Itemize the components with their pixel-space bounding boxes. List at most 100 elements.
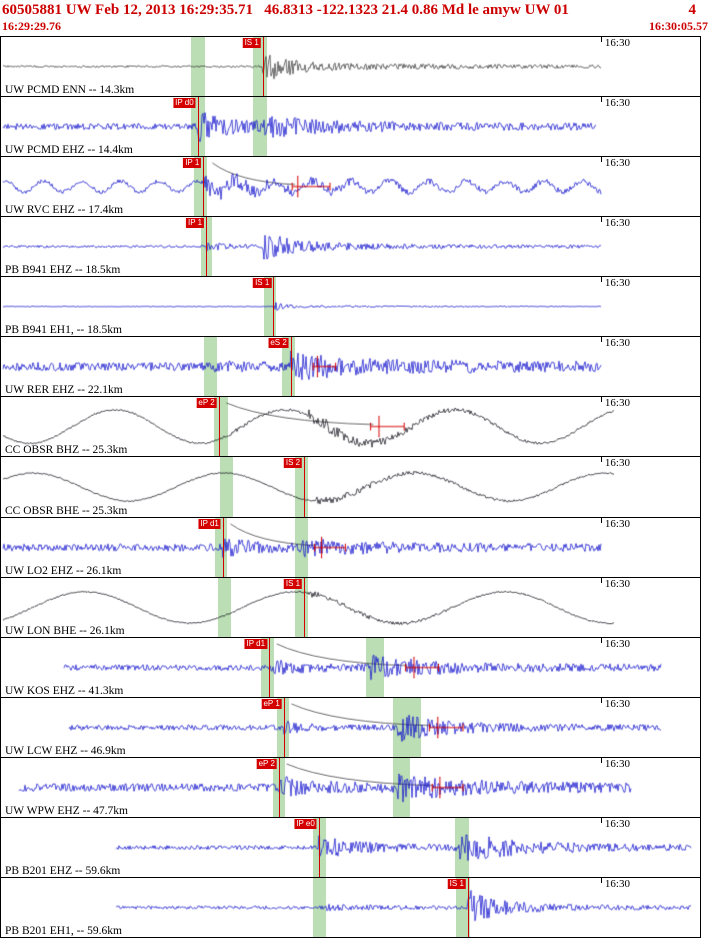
waveform-canvas[interactable] xyxy=(1,277,700,337)
waveform-canvas[interactable] xyxy=(1,457,700,517)
trace-panel: 16:30 eS 2 UW RER EHZ -- 22.1km xyxy=(1,336,700,397)
station-label: PB B201 EH1, -- 59.6km xyxy=(5,924,122,937)
trace-panel: 16:30 eP 2 CC OBSR BHZ -- 25.3km xyxy=(1,396,700,457)
trace-panel: 16:30 IS 1 PB B941 EH1, -- 18.5km xyxy=(1,276,700,337)
trace-panel: 16:30 eP 1 UW LCW EHZ -- 46.9km xyxy=(1,696,700,757)
window-start-time: 16:29:29.76 xyxy=(2,19,61,33)
minute-label: 16:30 xyxy=(604,517,630,530)
pick-label[interactable]: IS 1 xyxy=(242,38,261,48)
waveform-canvas[interactable] xyxy=(1,37,700,97)
pick-marker-line[interactable] xyxy=(206,217,208,277)
minute-label: 16:30 xyxy=(604,457,630,470)
pick-label[interactable]: IP e0 xyxy=(294,818,317,829)
minute-tick-mark xyxy=(600,277,602,283)
station-label: UW LCW EHZ -- 46.9km xyxy=(5,744,126,757)
station-label: PB B941 EH1, -- 18.5km xyxy=(5,324,122,337)
minute-tick-mark xyxy=(600,517,602,523)
minute-label: 16:30 xyxy=(604,697,630,710)
minute-label: 16:30 xyxy=(604,397,630,410)
minute-label: 16:30 xyxy=(604,877,630,890)
waveform-canvas[interactable] xyxy=(1,637,700,697)
waveform-canvas[interactable] xyxy=(1,97,700,157)
pick-label[interactable]: IS 1 xyxy=(283,578,303,589)
pick-marker-line[interactable] xyxy=(273,277,275,337)
pick-label[interactable]: IP d1 xyxy=(244,638,268,649)
station-label: UW RVC EHZ -- 17.4km xyxy=(5,204,124,217)
minute-tick-mark xyxy=(600,817,602,823)
waveform-canvas[interactable] xyxy=(1,697,700,757)
pick-marker-line[interactable] xyxy=(318,817,320,877)
station-label: UW LON BHE -- 26.1km xyxy=(5,624,125,637)
waveform-canvas[interactable] xyxy=(1,817,700,877)
pick-label[interactable]: eS 2 xyxy=(268,338,289,349)
pick-label[interactable]: IS 1 xyxy=(447,878,466,889)
minute-tick-mark xyxy=(600,457,602,463)
trace-panel: 16:30 IP d1 UW KOS EHZ -- 41.3km xyxy=(1,636,700,697)
page-indicator: 4 xyxy=(688,2,697,18)
pick-label[interactable]: eP 2 xyxy=(256,758,277,769)
station-label: UW RER EHZ -- 22.1km xyxy=(5,384,123,397)
minute-label: 16:30 xyxy=(604,577,630,590)
waveform-canvas[interactable] xyxy=(1,157,700,217)
title-row: 60505881 UW Feb 12, 2013 16:29:35.71 46.… xyxy=(0,0,710,19)
trace-panel: 16:30 IP d1 UW LO2 EHZ -- 26.1km xyxy=(1,516,700,577)
minute-tick-mark xyxy=(600,577,602,583)
waveform-canvas[interactable] xyxy=(1,517,700,577)
trace-panel: 16:30 IS 1 UW PCMD ENN -- 14.3km xyxy=(1,36,700,97)
pick-marker-line[interactable] xyxy=(197,97,199,157)
pick-marker-line[interactable] xyxy=(304,577,306,637)
minute-label: 16:30 xyxy=(604,97,630,110)
pick-marker-line[interactable] xyxy=(283,697,285,757)
waveform-canvas[interactable] xyxy=(1,217,700,277)
station-label: UW LO2 EHZ -- 26.1km xyxy=(5,564,122,577)
minute-tick-mark xyxy=(600,877,602,883)
pick-label[interactable]: IS 2 xyxy=(283,458,303,469)
trace-panel: 16:30 IS 1 PB B201 EH1, -- 59.6km xyxy=(1,876,700,937)
pick-marker-line[interactable] xyxy=(262,37,264,97)
waveform-canvas[interactable] xyxy=(1,577,700,637)
trace-panel: 16:30 IP d0 UW PCMD EHZ -- 14.4km xyxy=(1,96,700,157)
trace-panel: 16:30 eP 2 UW WPW EHZ -- 47.7km xyxy=(1,756,700,817)
minute-tick-mark xyxy=(600,157,602,163)
minute-label: 16:30 xyxy=(604,817,630,830)
header: 60505881 UW Feb 12, 2013 16:29:35.71 46.… xyxy=(0,0,710,36)
pick-label[interactable]: eP 2 xyxy=(196,398,217,409)
minute-tick-mark xyxy=(600,697,602,703)
pick-label[interactable]: IP d0 xyxy=(173,98,196,109)
pick-marker-line[interactable] xyxy=(222,517,224,577)
pick-label[interactable]: IP 1 xyxy=(186,218,205,229)
station-label: UW KOS EHZ -- 41.3km xyxy=(5,684,124,697)
minute-label: 16:30 xyxy=(604,37,630,49)
pick-marker-line[interactable] xyxy=(278,757,280,817)
minute-tick-mark xyxy=(600,97,602,103)
waveform-canvas[interactable] xyxy=(1,397,700,457)
pick-marker-line[interactable] xyxy=(218,397,220,457)
minute-tick-mark xyxy=(600,397,602,403)
pick-label[interactable]: IS 1 xyxy=(253,278,272,289)
minute-label: 16:30 xyxy=(604,277,630,290)
pick-marker-line[interactable] xyxy=(203,157,205,217)
pick-label[interactable]: IP 1 xyxy=(183,158,202,169)
station-label: UW PCMD ENN -- 14.3km xyxy=(5,84,135,97)
pick-label[interactable]: eP 1 xyxy=(261,698,282,709)
trace-panel: 16:30 IS 1 UW LON BHE -- 26.1km xyxy=(1,576,700,637)
station-label: UW PCMD EHZ -- 14.4km xyxy=(5,144,133,157)
station-label: PB B201 EHZ -- 59.6km xyxy=(5,864,121,877)
waveform-canvas[interactable] xyxy=(1,757,700,817)
pick-marker-line[interactable] xyxy=(467,877,469,937)
waveform-canvas[interactable] xyxy=(1,877,700,937)
minute-tick-mark xyxy=(600,217,602,223)
minute-label: 16:30 xyxy=(604,337,630,350)
trace-panel: 16:30 IP 1 UW RVC EHZ -- 17.4km xyxy=(1,156,700,217)
pick-marker-line[interactable] xyxy=(304,457,306,517)
minute-tick-mark xyxy=(600,757,602,763)
pick-marker-line[interactable] xyxy=(290,337,292,397)
pick-marker-line[interactable] xyxy=(269,637,271,697)
pick-label[interactable]: IP d1 xyxy=(198,518,221,529)
time-row: 16:29:29.76 16:30:05.57 xyxy=(0,19,710,33)
trace-panel: 16:30 IP e0 PB B201 EHZ -- 59.6km xyxy=(1,816,700,877)
window-end-time: 16:30:05.57 xyxy=(649,19,708,33)
waveform-canvas[interactable] xyxy=(1,337,700,397)
trace-panel: 16:30 IP 1 PB B941 EHZ -- 18.5km xyxy=(1,216,700,277)
